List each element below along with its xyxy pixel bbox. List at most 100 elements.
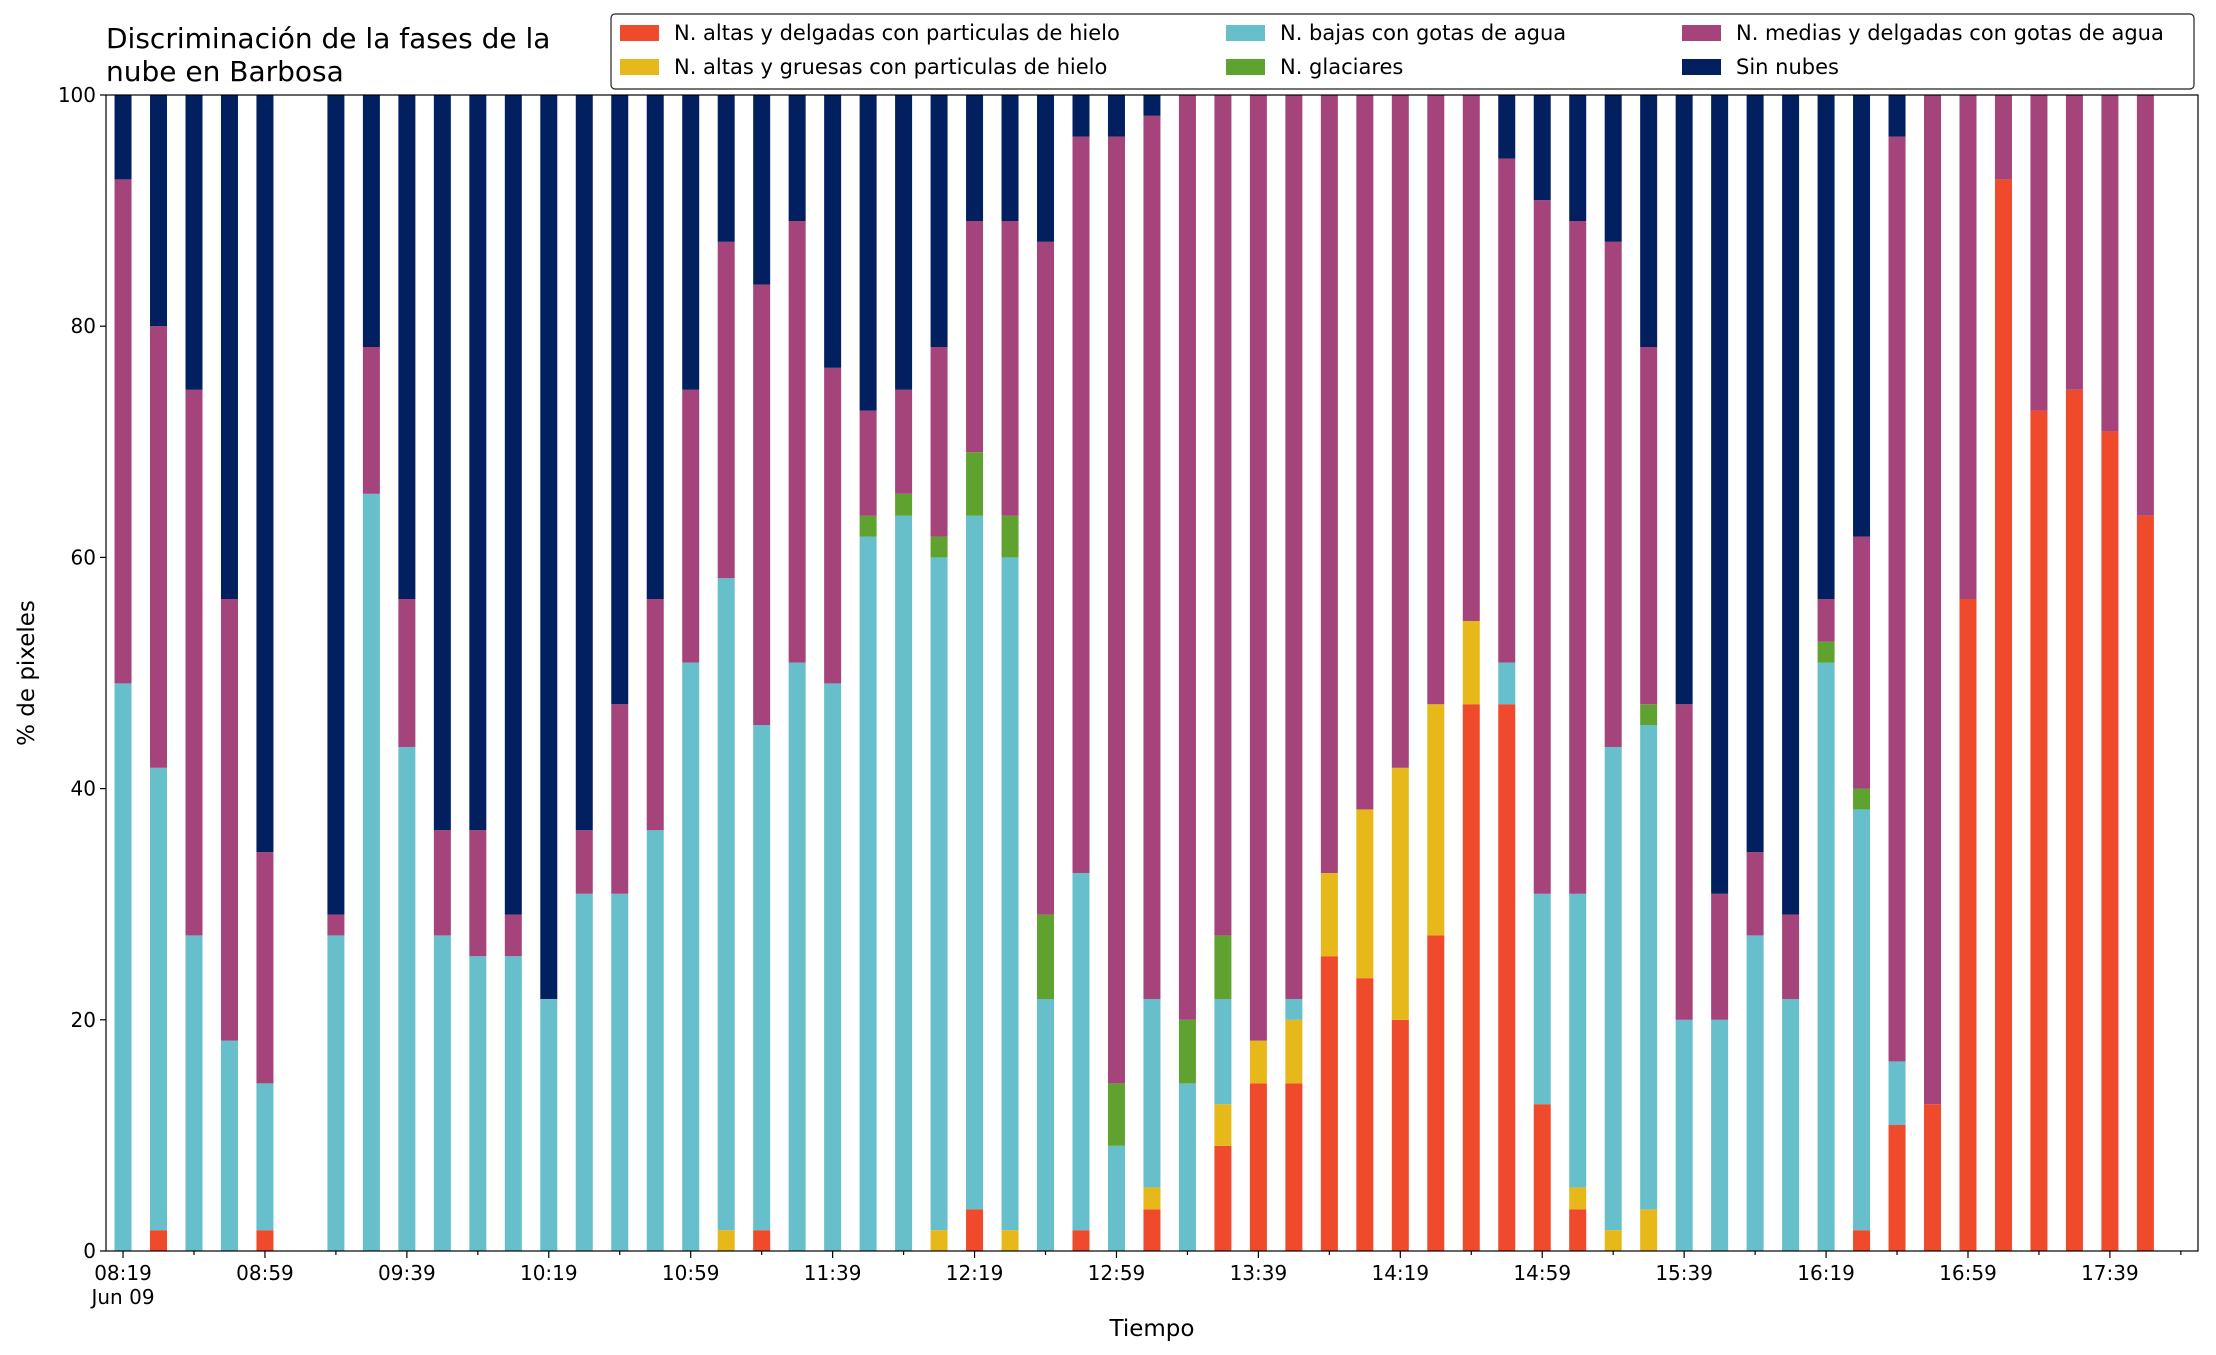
bar-segment — [1533, 95, 1551, 201]
x-axis-label: Tiempo — [1109, 1316, 1195, 1342]
bar-segment — [1143, 115, 1161, 999]
bar-segment — [1498, 662, 1516, 705]
bar-segment — [1249, 1083, 1267, 1251]
bar-segment — [1782, 914, 1800, 999]
legend-swatch — [1226, 59, 1265, 75]
bar-segment — [1746, 852, 1764, 936]
bar-segment — [1107, 95, 1125, 137]
bar-segment — [753, 95, 771, 285]
legend-frame — [610, 13, 2195, 90]
bar-segment — [1072, 136, 1090, 873]
bar-segment — [1072, 1230, 1090, 1251]
bar-segment — [1959, 95, 1977, 600]
bar-segment — [1782, 998, 1800, 1251]
bar-segment — [1853, 809, 1871, 1231]
x-tick-label: 13:39 — [1230, 1261, 1288, 1285]
bar-segment — [1249, 95, 1267, 1041]
bar-segment — [362, 95, 380, 348]
bar-segment — [540, 95, 558, 999]
bar-segment — [1569, 221, 1587, 894]
bar-segment — [895, 95, 913, 390]
bar-segment — [966, 452, 984, 516]
bar-segment — [327, 914, 345, 936]
bar-segment — [1888, 136, 1906, 1062]
legend: N. altas y delgadas con particulas de hi… — [610, 13, 2195, 90]
bar-segment — [1320, 95, 1338, 873]
bar-segment — [930, 536, 948, 558]
bar-segment — [1711, 95, 1729, 894]
bar-segment — [895, 493, 913, 516]
bar-segment — [1249, 1040, 1267, 1084]
bar-segment — [256, 95, 274, 853]
bar-segment — [1462, 620, 1480, 705]
bar-segment — [1356, 978, 1374, 1251]
bar-segment — [1214, 1145, 1232, 1251]
bar-segment — [611, 95, 629, 705]
bar-segment — [1782, 95, 1800, 915]
bar-segment — [1888, 1061, 1906, 1125]
bar-segment — [1214, 998, 1232, 1105]
bar-segment — [1214, 935, 1232, 999]
bar-segment — [1675, 704, 1693, 1020]
bar-segment — [1853, 95, 1871, 537]
bar-segment — [895, 389, 913, 494]
legend-label: Sin nubes — [1736, 55, 1839, 79]
bar-segment — [611, 893, 629, 1251]
x-tick-label: 10:59 — [662, 1261, 720, 1285]
bar-segment — [185, 389, 203, 936]
bar-segment — [895, 515, 913, 1251]
bar-segment — [930, 557, 948, 1231]
bar-segment — [859, 536, 877, 1251]
bar-segment — [1427, 704, 1445, 936]
bar-segment — [717, 95, 735, 242]
bar-segment — [1711, 893, 1729, 1020]
bar-segment — [966, 1209, 984, 1251]
bar-segment — [2065, 95, 2083, 390]
bar-segment — [504, 956, 522, 1251]
bar-segment — [1037, 998, 1055, 1251]
bar-segment — [1853, 536, 1871, 789]
bar-segment — [788, 662, 806, 1251]
x-tick-label: 15:39 — [1655, 1261, 1713, 1285]
bar-segment — [2136, 95, 2154, 516]
bar-segment — [753, 284, 771, 726]
bar-segment — [966, 95, 984, 222]
bar-segment — [1498, 158, 1516, 663]
bar-segment — [1569, 893, 1587, 1188]
bar-segment — [327, 95, 345, 915]
bar-segment — [1001, 221, 1019, 516]
bar-segment — [1320, 872, 1338, 957]
bar-segment — [1640, 725, 1658, 1210]
y-tick-label: 20 — [71, 1008, 96, 1032]
bar-segment — [859, 410, 877, 516]
bar-segment — [398, 746, 416, 1251]
bar-segment — [930, 347, 948, 537]
bar-segment — [1569, 1209, 1587, 1251]
bar-segment — [433, 830, 451, 936]
bar-segment — [1391, 767, 1409, 1020]
bar-segment — [717, 241, 735, 579]
legend-label: N. bajas con gotas de agua — [1280, 21, 1566, 45]
bar-segment — [114, 683, 132, 1251]
bar-segment — [1107, 136, 1125, 1084]
bar-segment — [398, 599, 416, 747]
x-tick-label: 17:39 — [2081, 1261, 2139, 1285]
bar-segment — [1604, 241, 1622, 747]
bar-segment — [824, 95, 842, 368]
bar-segment — [150, 1230, 168, 1251]
bar-segment — [1888, 1124, 1906, 1251]
bar-segment — [1640, 95, 1658, 348]
x-sublabel: Jun 09 — [89, 1285, 154, 1309]
bar-segment — [824, 683, 842, 1251]
x-tick-label: 16:59 — [1939, 1261, 1997, 1285]
bar-segment — [1675, 1019, 1693, 1251]
bar-segment — [1143, 1187, 1161, 1210]
bar-segment — [717, 1230, 735, 1251]
bar-segment — [540, 998, 558, 1251]
bar-segment — [469, 830, 487, 957]
bar-segment — [1143, 998, 1161, 1188]
bar-segment — [362, 493, 380, 1251]
x-tick-label: 14:59 — [1513, 1261, 1571, 1285]
legend-label: N. medias y delgadas con gotas de agua — [1736, 21, 2164, 45]
bar-segment — [1001, 1230, 1019, 1251]
